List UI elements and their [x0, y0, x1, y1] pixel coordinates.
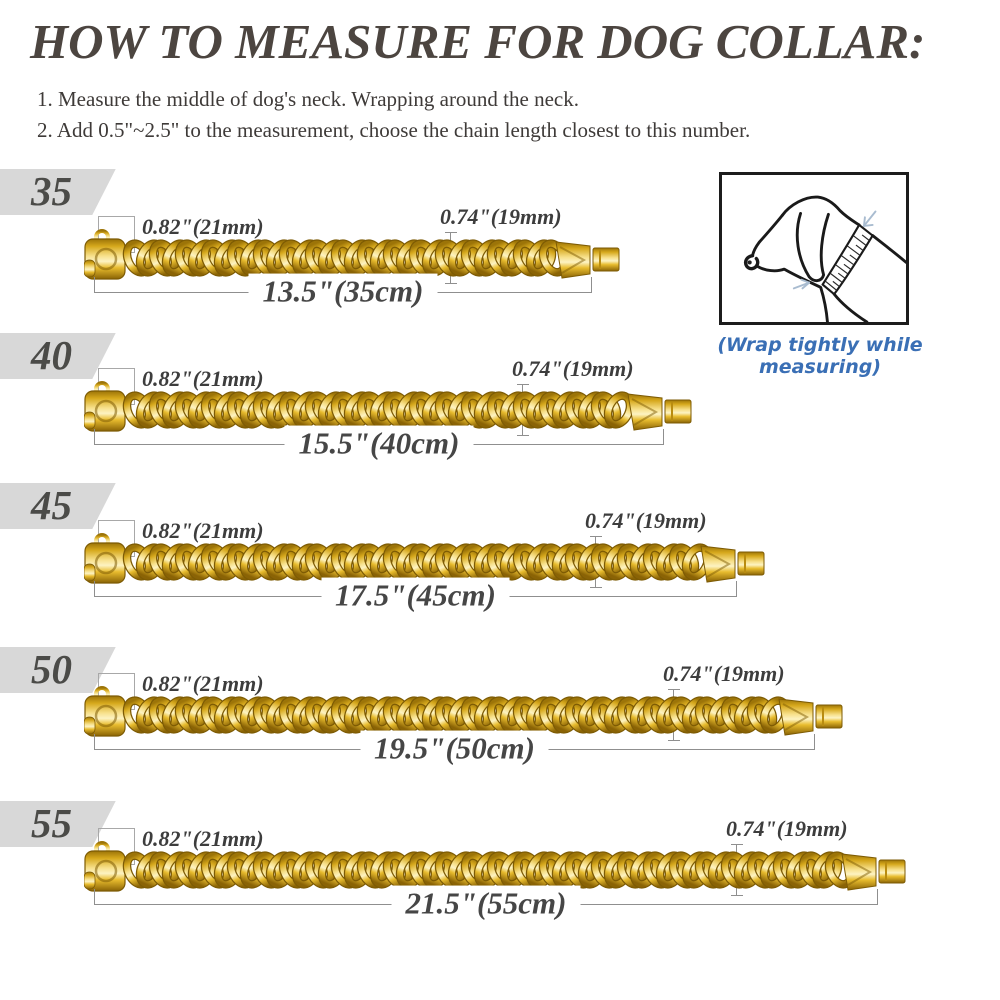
- page-title: HOW TO MEASURE FOR DOG COLLAR:: [30, 14, 926, 69]
- arrow-bottom-icon: [792, 278, 811, 290]
- chain-graphic: [83, 381, 692, 432]
- collar-chain-35: [83, 226, 620, 290]
- instruction-step-1: 1. Measure the middle of dog's neck. Wra…: [37, 87, 579, 111]
- size-number: 35: [31, 168, 73, 214]
- length-label: 15.5"(40cm): [284, 425, 474, 462]
- chain-graphic: [83, 841, 906, 892]
- chain-graphic: [83, 533, 765, 584]
- chain-graphic: [83, 229, 620, 280]
- length-dimension-line: 17.5"(45cm): [94, 577, 737, 614]
- length-label: 21.5"(55cm): [391, 885, 581, 922]
- instruction-step-2: 2. Add 0.5"~2.5" to the measurement, cho…: [37, 118, 751, 142]
- length-label: 19.5"(50cm): [360, 730, 549, 767]
- tape-ticks: [825, 234, 870, 291]
- measuring-note: (Wrap tightly while measuring): [717, 334, 923, 378]
- size-label-35: 35: [0, 168, 116, 215]
- dog-nose: [743, 254, 760, 271]
- length-label: 17.5"(45cm): [321, 577, 510, 614]
- collar-chain-50: [83, 683, 843, 747]
- measuring-tape: [821, 223, 874, 296]
- size-number: 45: [31, 482, 73, 528]
- dog-ear: [795, 211, 830, 283]
- length-dimension-line: 21.5"(55cm): [94, 885, 878, 922]
- size-number: 40: [31, 332, 73, 378]
- link-width-label: 0.82"(21mm): [142, 214, 264, 239]
- arrow-top-icon: [863, 210, 877, 227]
- link-height-label: 0.74"(19mm): [663, 661, 785, 686]
- link-height-label: 0.74"(19mm): [512, 356, 634, 381]
- collar-chain-55: [83, 838, 906, 902]
- length-dimension-line: 15.5"(40cm): [94, 425, 664, 462]
- link-width-label: 0.82"(21mm): [142, 366, 264, 391]
- dog-nostril: [747, 260, 752, 265]
- dog-illustration: [743, 195, 908, 324]
- chain-graphic: [83, 686, 843, 737]
- collar-chain-45: [83, 530, 765, 594]
- link-height-label: 0.74"(19mm): [585, 508, 707, 533]
- length-dimension-line: 13.5"(35cm): [94, 273, 592, 310]
- link-width-label: 0.82"(21mm): [142, 826, 264, 851]
- length-label: 13.5"(35cm): [248, 273, 438, 310]
- dog-head-outline: [743, 195, 908, 324]
- dog-figure: [719, 172, 909, 325]
- collar-chain-40: [83, 378, 692, 442]
- length-dimension-line: 19.5"(50cm): [94, 730, 815, 767]
- link-width-label: 0.82"(21mm): [142, 518, 264, 543]
- link-height-label: 0.74"(19mm): [440, 204, 562, 229]
- instructions: 1. Measure the middle of dog's neck. Wra…: [37, 84, 967, 146]
- link-height-label: 0.74"(19mm): [726, 816, 848, 841]
- link-width-label: 0.82"(21mm): [142, 671, 264, 696]
